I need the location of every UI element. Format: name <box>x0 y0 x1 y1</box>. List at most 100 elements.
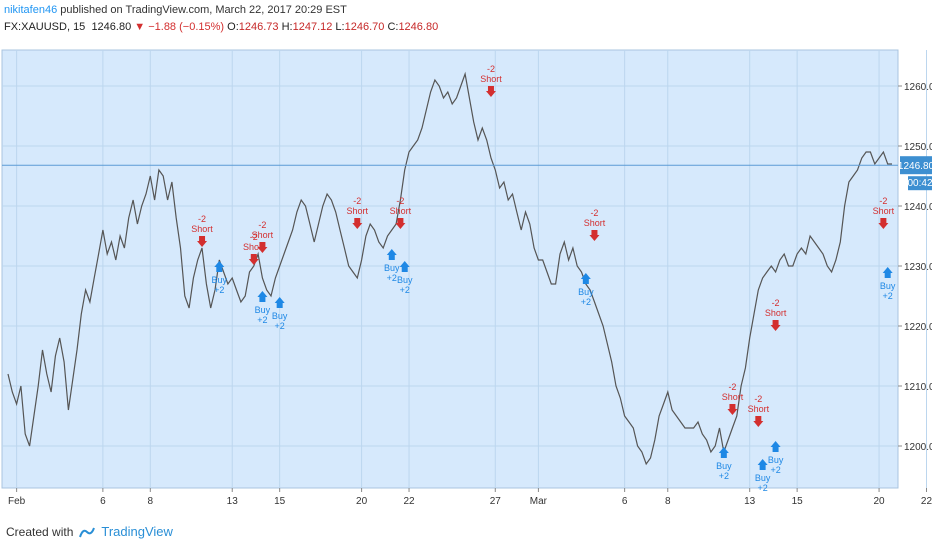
x-tick-label: 15 <box>792 496 804 507</box>
footer: Created with TradingView <box>6 524 173 539</box>
buy-signal-label: Buy <box>880 281 896 291</box>
buy-signal-label: Buy <box>578 287 594 297</box>
short-arrow-icon <box>589 230 600 241</box>
y-tick-label: 1260.00 <box>904 82 932 93</box>
down-arrow-icon: ▼ <box>134 21 146 33</box>
x-tick-label: 22 <box>403 496 415 507</box>
short-signal-label: -2 <box>258 220 266 230</box>
y-tick-label: 1230.00 <box>904 262 932 273</box>
buy-signal-text: +2 <box>719 471 729 481</box>
short-signal-label: -2 <box>250 232 258 242</box>
buy-arrow-icon <box>770 441 781 452</box>
short-arrow-icon <box>395 218 406 229</box>
short-signal-label: -2 <box>590 208 598 218</box>
buy-arrow-icon <box>274 297 285 308</box>
short-signal-label: -2 <box>487 64 495 74</box>
y-tick-label: 1210.00 <box>904 382 932 393</box>
buy-signal-text: +2 <box>275 321 285 331</box>
x-tick-label: 13 <box>227 496 239 507</box>
buy-signal-text: +2 <box>400 285 410 295</box>
short-arrow-icon <box>878 218 889 229</box>
buy-signal-text: +2 <box>581 297 591 307</box>
x-tick-label: 6 <box>622 496 628 507</box>
last-price-badge-text: 1246.80 <box>898 161 932 172</box>
open-value: 1246.73 <box>238 21 279 33</box>
buy-signal-label: Buy <box>272 311 288 321</box>
buy-signal-label: Buy <box>384 263 400 273</box>
short-signal-text: Short <box>252 230 274 240</box>
low-value: 1246.70 <box>344 21 385 33</box>
published-text: published on TradingView.com, March 22, … <box>60 4 347 16</box>
author-link[interactable]: nikitafen46 <box>4 4 58 16</box>
short-arrow-icon <box>485 86 496 97</box>
short-signal-label: -2 <box>198 214 206 224</box>
open-label: O: <box>227 21 239 33</box>
symbol-info: FX:XAUUSD, 15 1246.80 ▼ −1.88 (−0.15%) O… <box>4 21 438 33</box>
plot-area[interactable] <box>1 49 899 489</box>
short-arrow-icon <box>727 404 738 415</box>
close-label: C: <box>387 21 399 33</box>
publish-info: nikitafen46 published on TradingView.com… <box>4 4 347 16</box>
short-arrow-icon <box>197 236 208 247</box>
tradingview-brand[interactable]: TradingView <box>101 524 173 539</box>
price-change: −1.88 <box>148 21 177 33</box>
price-change-pct: (−0.15%) <box>179 21 225 33</box>
buy-signal-label: Buy <box>255 305 271 315</box>
x-tick-label: 8 <box>148 496 154 507</box>
price-series-line <box>7 71 892 466</box>
buy-signal-text: +2 <box>387 273 397 283</box>
short-signal-text: Short <box>748 404 770 414</box>
symbol-name: FX:XAUUSD, 15 <box>4 21 86 33</box>
short-signal-text: Short <box>390 206 412 216</box>
x-tick-label: 27 <box>490 496 502 507</box>
x-tick-label: 22 <box>921 496 932 507</box>
y-tick-label: 1200.00 <box>904 442 932 453</box>
short-signal-text: Short <box>765 308 787 318</box>
short-signal-text: Short <box>584 218 606 228</box>
buy-arrow-icon <box>882 267 893 278</box>
high-value: 1247.12 <box>292 21 333 33</box>
close-value: 1246.80 <box>398 21 439 33</box>
x-tick-label: Mar <box>530 496 548 507</box>
buy-signal-label: Buy <box>755 473 771 483</box>
high-label: H: <box>281 21 293 33</box>
buy-signal-text: +2 <box>883 291 893 301</box>
tradingview-logo-icon <box>79 527 96 537</box>
short-signal-text: Short <box>722 392 744 402</box>
x-tick-label: 15 <box>274 496 286 507</box>
y-tick-label: 1250.00 <box>904 142 932 153</box>
buy-arrow-icon <box>580 273 591 284</box>
short-signal-label: -2 <box>728 382 736 392</box>
x-tick-label: 20 <box>874 496 886 507</box>
short-signal-label: -2 <box>772 298 780 308</box>
buy-signal-text: +2 <box>770 465 780 475</box>
buy-signal-label: Buy <box>716 461 732 471</box>
x-tick-label: Feb <box>8 496 26 507</box>
buy-signal-label: Buy <box>768 455 784 465</box>
x-tick-label: 20 <box>356 496 368 507</box>
countdown-badge-text: 00:42 <box>907 178 932 189</box>
x-tick-label: 13 <box>744 496 756 507</box>
short-signal-text: Short <box>347 206 369 216</box>
buy-arrow-icon <box>718 447 729 458</box>
short-signal-label: -2 <box>879 196 887 206</box>
short-arrow-icon <box>753 416 764 427</box>
last-price-badge <box>900 156 932 175</box>
y-tick-label: 1240.00 <box>904 202 932 213</box>
price-chart[interactable]: 1200.00 1210.00 1220.00 1230.00 1240.00 1250.… <box>0 40 932 518</box>
buy-arrow-icon <box>257 291 268 302</box>
buy-signal-label: Buy <box>397 275 413 285</box>
y-tick-label: 1220.00 <box>904 322 932 333</box>
buy-arrow-icon <box>386 249 397 260</box>
last-price: 1246.80 <box>91 21 132 33</box>
countdown-badge <box>908 176 932 191</box>
created-with-label: Created with <box>6 524 74 539</box>
low-label: L: <box>335 21 345 33</box>
short-signal-text: Short <box>243 242 265 252</box>
x-tick-label: 8 <box>665 496 671 507</box>
short-signal-text: Short <box>191 224 213 234</box>
buy-signal-label: Buy <box>212 275 228 285</box>
buy-signal-text: +2 <box>758 483 768 493</box>
short-signal-label: -2 <box>754 394 762 404</box>
buy-arrow-icon <box>757 459 768 470</box>
